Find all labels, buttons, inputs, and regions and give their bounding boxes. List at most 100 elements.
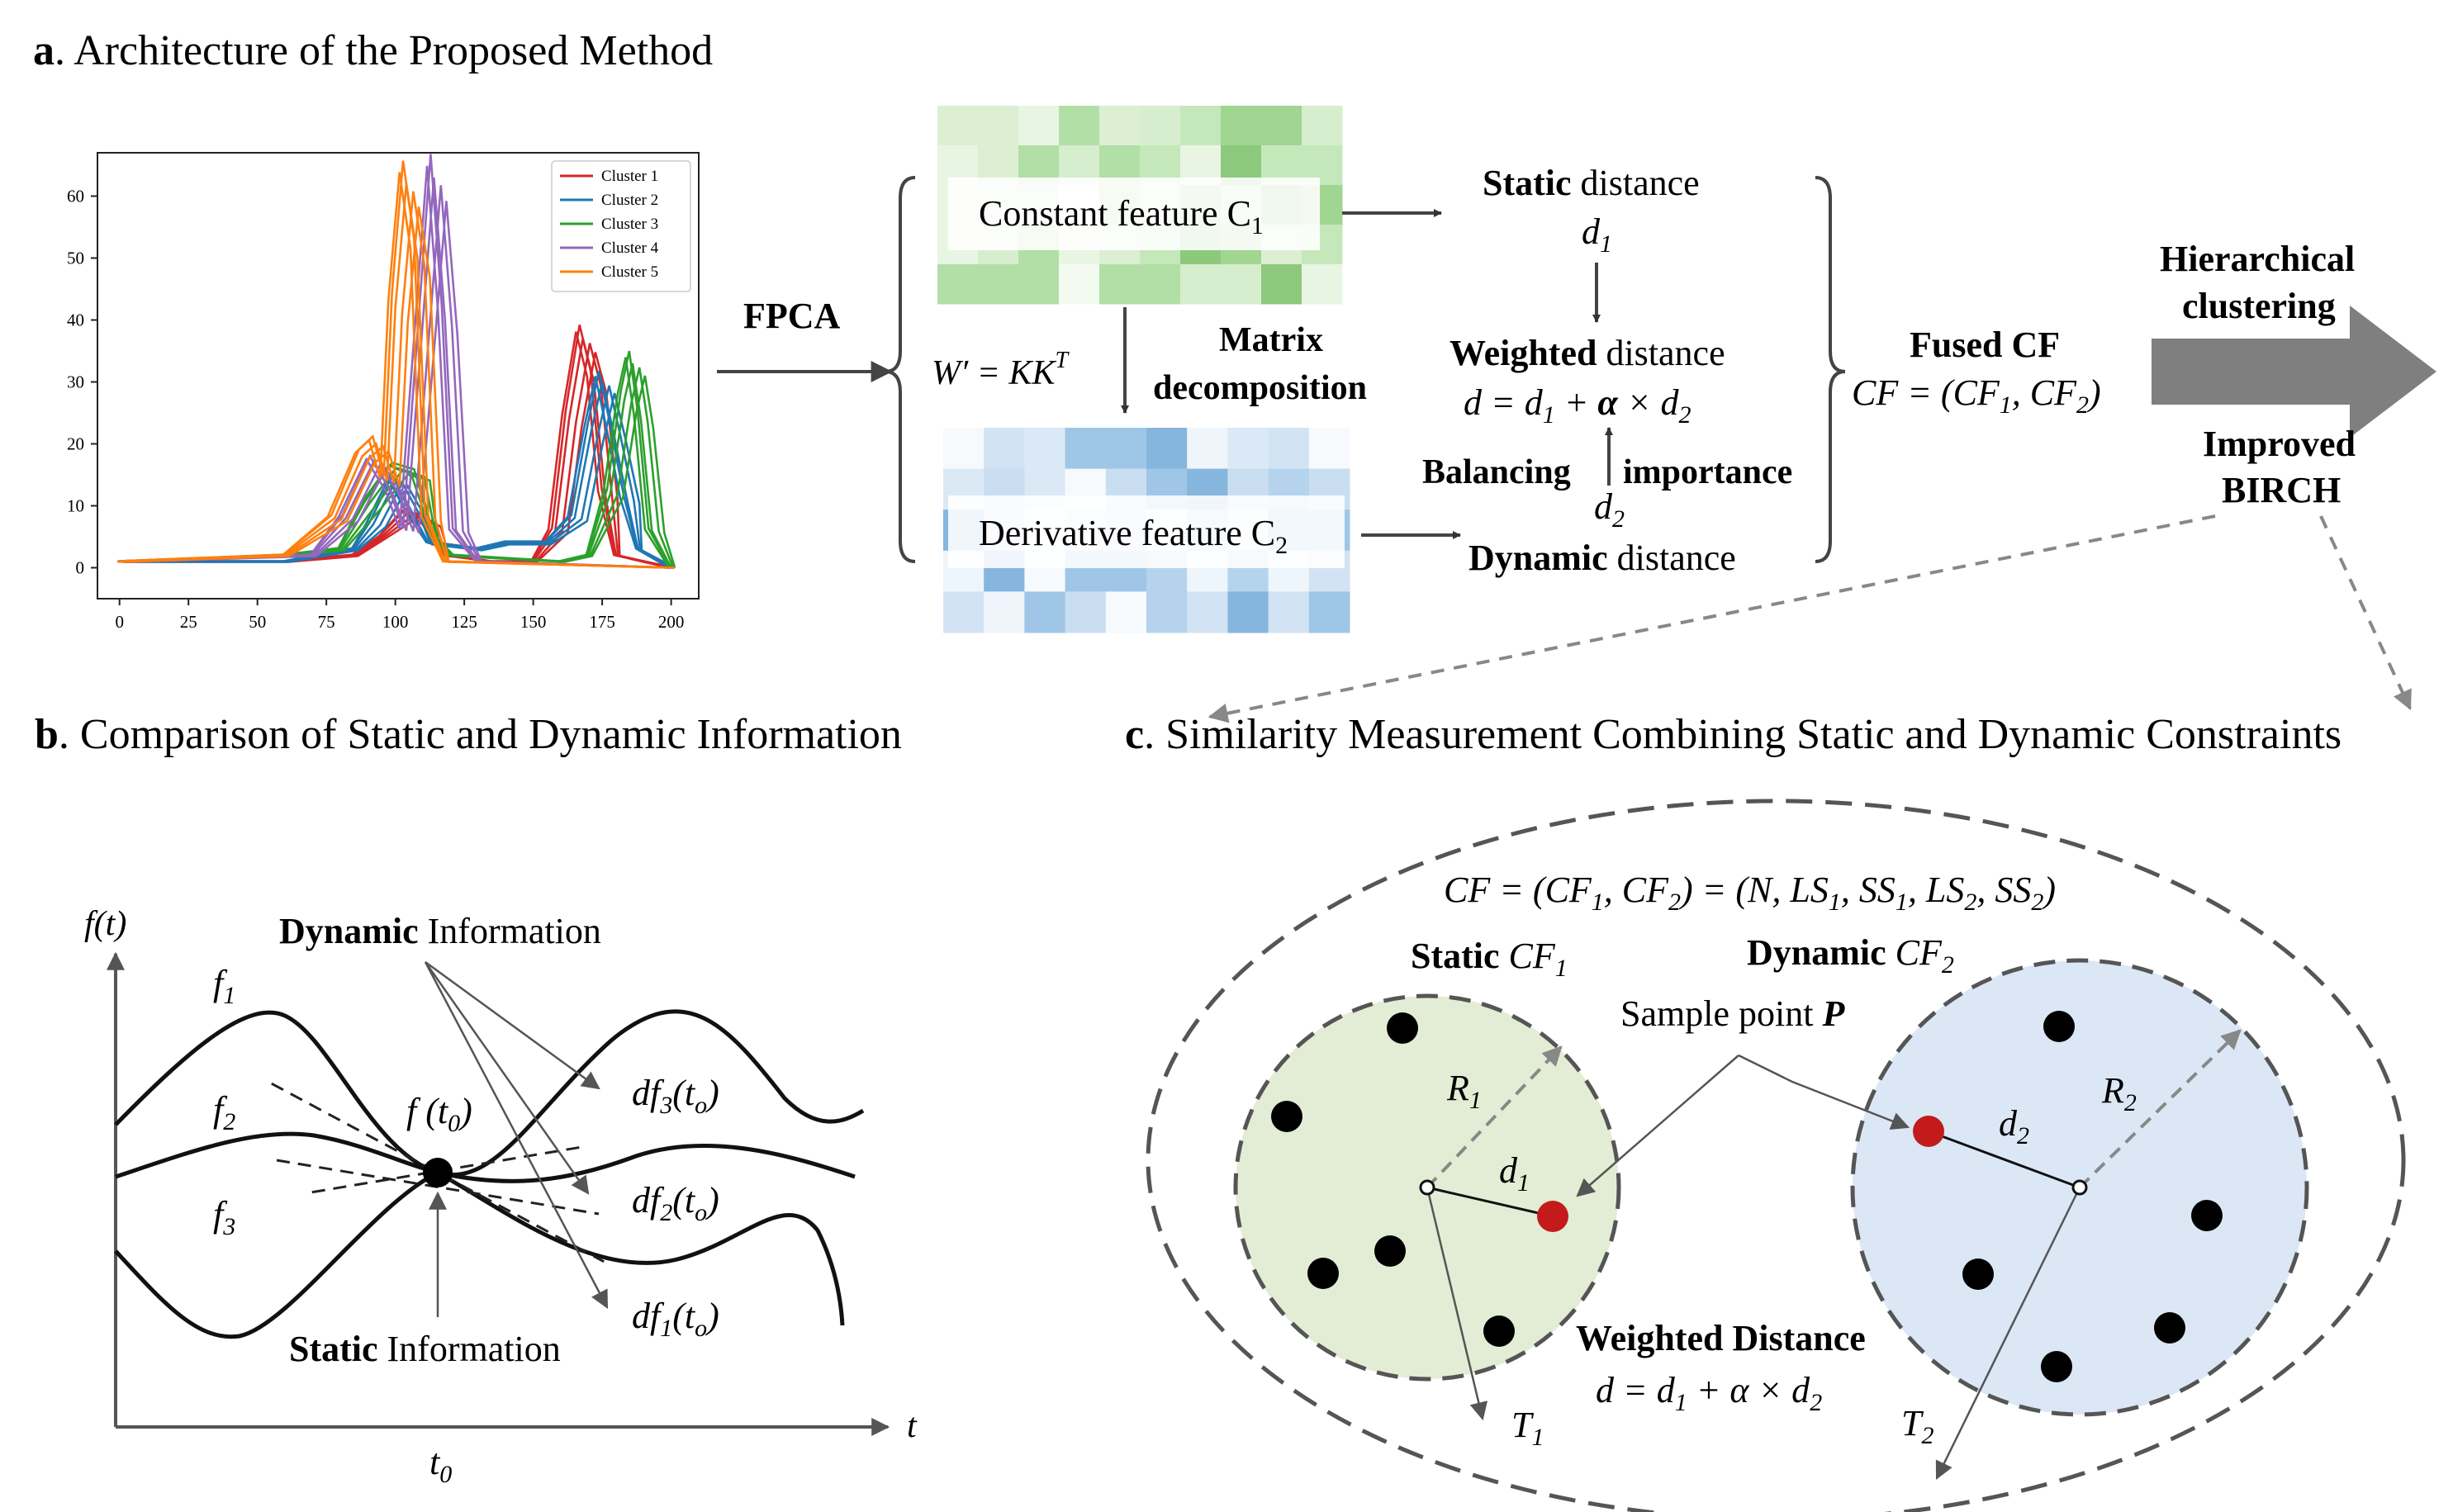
chart-x-ticks: 0 25 50 75 100 125 150 175 200 bbox=[115, 599, 684, 632]
heatmap-cell bbox=[943, 591, 985, 633]
heatmap-cell bbox=[1140, 264, 1181, 305]
decomposition-label: decomposition bbox=[1153, 369, 1367, 407]
panel-b-title: b. Comparison of Static and Dynamic Info… bbox=[35, 711, 902, 758]
heatmap-cell bbox=[1146, 428, 1188, 470]
x-tick-label: 50 bbox=[249, 612, 266, 632]
sample-arrow-dynamic bbox=[1738, 1054, 1910, 1130]
importance-label: importance bbox=[1623, 453, 1792, 491]
heatmap-cell bbox=[1308, 591, 1350, 633]
clustering-label: clustering bbox=[2182, 286, 2336, 326]
fpca-label: FPCA bbox=[743, 296, 841, 336]
df2-label: df2(to) bbox=[632, 1180, 719, 1226]
f1-label: f1 bbox=[213, 963, 235, 1009]
weighted-formula: d = d1 + α × d2 bbox=[1464, 382, 1691, 429]
derivative-feature-box bbox=[948, 495, 1345, 568]
static-radius-r1 bbox=[1426, 1045, 1563, 1189]
heatmap-cell bbox=[1227, 591, 1269, 633]
improved-label: Improved bbox=[2203, 424, 2356, 464]
heatmap-cell bbox=[1099, 106, 1141, 146]
cf-outer-ellipse bbox=[1146, 799, 2406, 1512]
dynamic-point bbox=[2041, 1351, 2072, 1382]
x-tick-label: 100 bbox=[382, 612, 409, 632]
legend-box bbox=[551, 160, 691, 292]
heatmap-cell bbox=[1221, 264, 1262, 305]
birch-label: BIRCH bbox=[2222, 470, 2341, 510]
x-tick-label: 125 bbox=[451, 612, 477, 632]
heatmap-cell bbox=[1180, 264, 1222, 305]
static-point bbox=[1271, 1101, 1302, 1132]
heatmap-cell bbox=[1065, 428, 1107, 470]
heatmap-cell bbox=[1105, 591, 1147, 633]
legend-entry: Cluster 2 bbox=[601, 192, 658, 209]
t1-label: T1 bbox=[1511, 1405, 1544, 1451]
fused-cf-formula: CF = (CF1, CF2) bbox=[1852, 372, 2101, 419]
chart-legend: Cluster 1 Cluster 2 Cluster 3 Cluster 4 Clus… bbox=[551, 160, 691, 292]
hierarchical-label: Hierarchical bbox=[2160, 239, 2355, 279]
dynamic-point bbox=[2191, 1200, 2223, 1231]
heatmap-cell bbox=[1302, 106, 1343, 146]
y-tick-label: 30 bbox=[67, 372, 84, 392]
sample-point-label: Sample point P bbox=[1620, 993, 1845, 1034]
dynamic-center bbox=[2071, 1179, 2088, 1196]
f2-label: f2 bbox=[213, 1089, 235, 1135]
dynamic-distance-label: Dynamic distance bbox=[1468, 538, 1736, 578]
heatmap-cell bbox=[1146, 591, 1188, 633]
weighted-distance-title: Weighted Distance bbox=[1576, 1318, 1866, 1358]
dyn-arrow-df1 bbox=[424, 961, 609, 1309]
left-brace bbox=[885, 176, 916, 563]
d2-dynamic-label: d2 bbox=[1999, 1103, 2029, 1149]
static-center bbox=[1419, 1179, 1435, 1196]
heatmap-cell bbox=[984, 591, 1025, 633]
y-tick-label: 10 bbox=[67, 496, 84, 516]
dynamic-cf-label: Dynamic CF2 bbox=[1747, 932, 1954, 979]
curve-f1 bbox=[114, 1009, 865, 1177]
heatmap-cell bbox=[1261, 264, 1302, 305]
static-distance-label: Static distance bbox=[1483, 163, 1700, 203]
static-sample-point bbox=[1537, 1201, 1568, 1232]
dynamic-information-label: Dynamic Information bbox=[279, 911, 601, 951]
series-line-2 bbox=[121, 385, 674, 569]
panel-a-title: a. Architecture of the Proposed Method bbox=[33, 27, 713, 74]
curve-f2 bbox=[115, 1131, 856, 1183]
sample-arrow-static bbox=[1576, 1055, 1739, 1197]
curve-f3 bbox=[114, 1170, 845, 1339]
heatmap-cell bbox=[978, 106, 1019, 146]
cluster-line-chart: 0 25 50 75 100 125 150 175 200 0 10 20 30 40 50 60 Clu… bbox=[67, 152, 700, 632]
x-tick-label: 75 bbox=[318, 612, 335, 632]
f-t0-point bbox=[423, 1158, 453, 1187]
x-tick-label: 150 bbox=[520, 612, 547, 632]
heatmap-cell bbox=[1180, 106, 1222, 146]
df3-label: df3(to) bbox=[632, 1073, 719, 1119]
heatmap-cell bbox=[1261, 106, 1302, 146]
weighted-distance-label: Weighted distance bbox=[1450, 333, 1725, 373]
heatmap-cell bbox=[1268, 428, 1310, 470]
series-line-5 bbox=[118, 160, 671, 569]
heatmap-cell bbox=[1227, 428, 1269, 470]
legend-entry: Cluster 3 bbox=[601, 216, 658, 233]
x-tick-label: 25 bbox=[180, 612, 197, 632]
heatmap-cell bbox=[1302, 264, 1343, 305]
r1-label: R1 bbox=[1446, 1068, 1482, 1114]
cf-full-formula: CF = (CF1, CF2) = (N, LS1, SS1, LS2, SS2… bbox=[1444, 870, 2056, 916]
heatmap-cell bbox=[1018, 106, 1060, 146]
dynamic-sample-point bbox=[1913, 1116, 1944, 1147]
constant-feature-box bbox=[948, 178, 1320, 250]
heatmap-cell bbox=[1105, 428, 1147, 470]
f3-label: f3 bbox=[213, 1194, 235, 1240]
series-line-1 bbox=[123, 352, 676, 569]
dyn-arrow-df3 bbox=[425, 960, 600, 1090]
dynamic-radius-r2 bbox=[2078, 1029, 2242, 1189]
y-tick-label: 50 bbox=[67, 249, 84, 268]
heatmap-cell bbox=[978, 264, 1019, 305]
right-brace bbox=[1815, 176, 1846, 563]
t2-label: T2 bbox=[1901, 1403, 1933, 1449]
series-line-2 bbox=[118, 370, 671, 569]
fused-cf-label: Fused CF bbox=[1910, 325, 2060, 365]
d2-label: d2 bbox=[1594, 486, 1625, 533]
static-point bbox=[1483, 1315, 1515, 1347]
legend-entry: Cluster 4 bbox=[601, 239, 659, 257]
dynamic-point bbox=[2043, 1011, 2075, 1042]
df1-label: df1(to) bbox=[632, 1296, 719, 1342]
series-line-2 bbox=[123, 392, 676, 569]
big-clustering-arrow bbox=[2152, 306, 2436, 438]
